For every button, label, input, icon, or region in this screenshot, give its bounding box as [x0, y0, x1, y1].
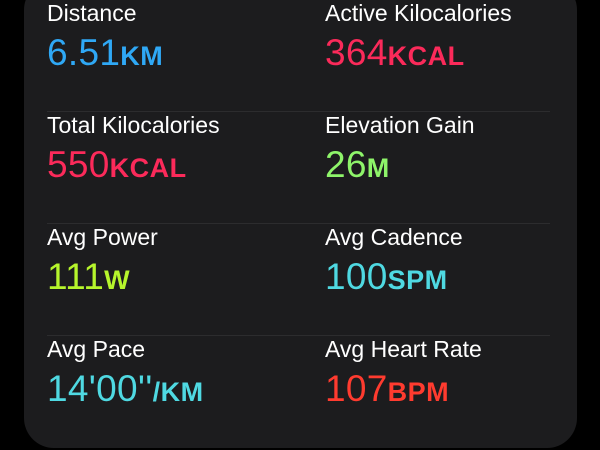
- metric-value: 107BPM: [325, 369, 449, 417]
- metric-number: 14'00'': [47, 368, 153, 409]
- metrics-row: Distance 6.51KM Active Kilocalories 364K…: [24, 0, 577, 112]
- metric-label: Elevation Gain: [325, 112, 475, 138]
- metric-number: 26: [325, 144, 367, 185]
- metric-number: 100: [325, 256, 388, 297]
- metric-avg-power: Avg Power 111W: [47, 224, 317, 336]
- metric-distance: Distance 6.51KM: [47, 0, 317, 112]
- metric-elevation-gain: Elevation Gain 26M: [325, 112, 565, 224]
- metric-label: Avg Cadence: [325, 224, 463, 250]
- row-divider: [47, 111, 550, 112]
- metric-value: 364KCAL: [325, 33, 465, 81]
- metric-total-kilocalories: Total Kilocalories 550KCAL: [47, 112, 317, 224]
- metric-label: Total Kilocalories: [47, 112, 220, 138]
- metric-active-kilocalories: Active Kilocalories 364KCAL: [325, 0, 565, 112]
- metrics-row: Avg Pace 14'00''/KM Avg Heart Rate 107BP…: [24, 336, 577, 448]
- metric-unit: KCAL: [109, 153, 187, 183]
- metric-number: 364: [325, 32, 388, 73]
- metric-number: 550: [47, 144, 110, 185]
- metric-label: Active Kilocalories: [325, 0, 512, 26]
- metric-label: Avg Power: [47, 224, 158, 250]
- metric-value: 550KCAL: [47, 145, 187, 193]
- metric-avg-pace: Avg Pace 14'00''/KM: [47, 336, 317, 448]
- row-divider: [47, 335, 550, 336]
- metric-value: 6.51KM: [47, 33, 163, 81]
- metric-unit: M: [366, 153, 390, 183]
- metric-unit: KM: [120, 41, 164, 71]
- metric-avg-cadence: Avg Cadence 100SPM: [325, 224, 565, 336]
- metric-label: Avg Heart Rate: [325, 336, 482, 362]
- metric-unit: /KM: [152, 377, 204, 407]
- metric-unit: W: [104, 265, 131, 295]
- row-divider: [47, 223, 550, 224]
- metric-number: 6.51: [47, 32, 121, 73]
- metric-number: 111: [47, 256, 105, 297]
- metric-value: 26M: [325, 145, 390, 193]
- workout-details-card: Distance 6.51KM Active Kilocalories 364K…: [24, 0, 577, 448]
- metrics-row: Total Kilocalories 550KCAL Elevation Gai…: [24, 112, 577, 224]
- metric-avg-heart-rate: Avg Heart Rate 107BPM: [325, 336, 565, 448]
- metric-label: Avg Pace: [47, 336, 146, 362]
- metric-number: 107: [325, 368, 388, 409]
- metric-label: Distance: [47, 0, 137, 26]
- metric-unit: KCAL: [387, 41, 465, 71]
- metric-unit: BPM: [387, 377, 450, 407]
- metric-value: 14'00''/KM: [47, 369, 204, 417]
- metrics-row: Avg Power 111W Avg Cadence 100SPM: [24, 224, 577, 336]
- metric-unit: SPM: [387, 265, 448, 295]
- metric-value: 111W: [47, 257, 130, 305]
- metric-value: 100SPM: [325, 257, 448, 305]
